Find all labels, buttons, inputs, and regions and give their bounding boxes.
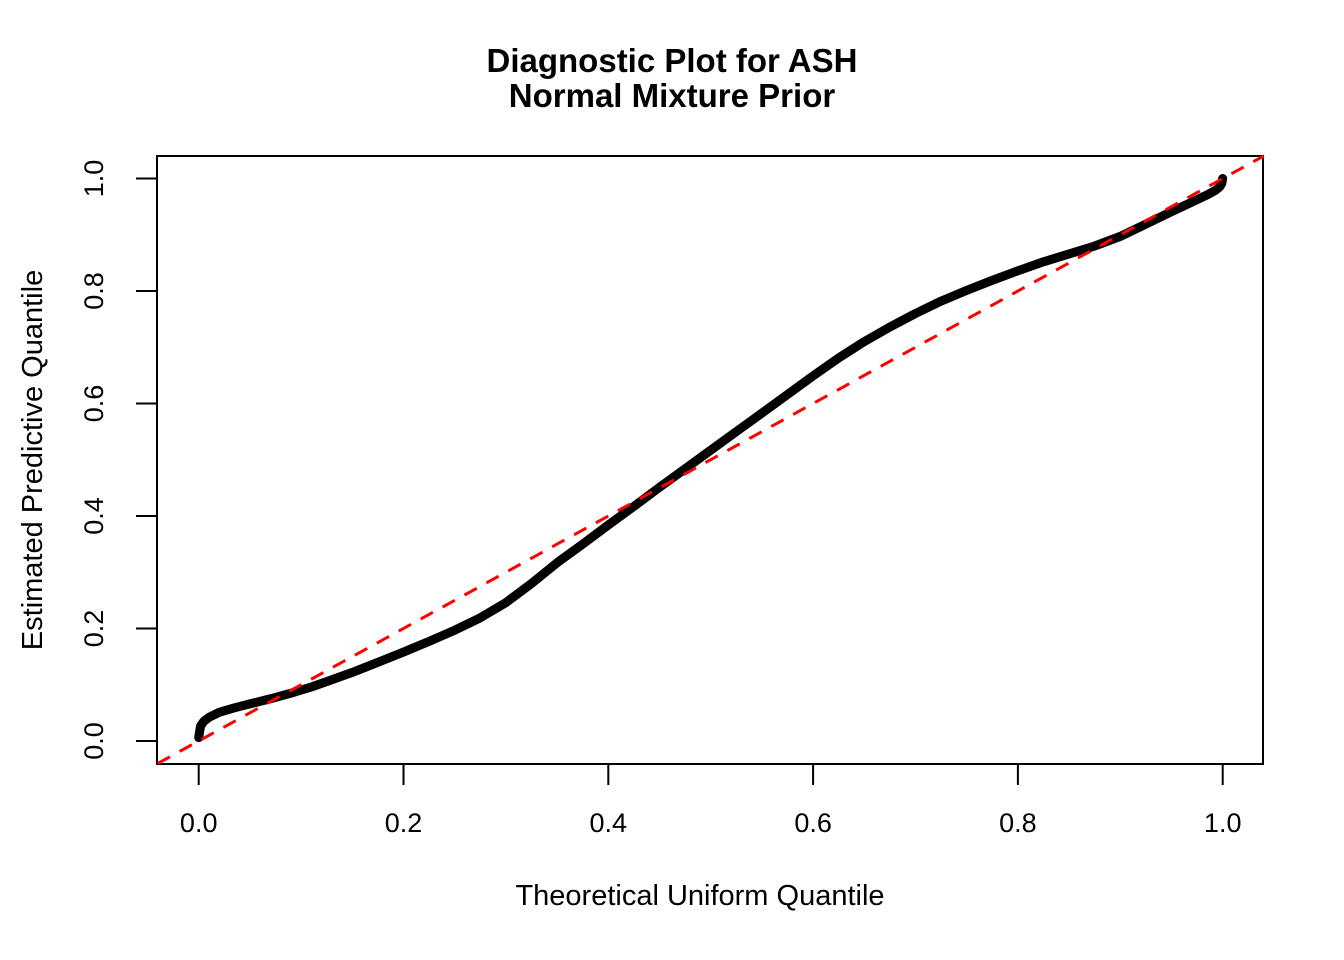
x-tick-label: 0.4 bbox=[590, 808, 628, 838]
y-axis-title: Estimated Predictive Quantile bbox=[17, 270, 49, 650]
y-axis-tick-labels: 0.0 0.2 0.4 0.6 0.8 1.0 bbox=[79, 160, 109, 760]
x-axis-ticks bbox=[197, 765, 1224, 785]
y-tick-label: 1.0 bbox=[79, 160, 109, 198]
y-tick-label: 0.4 bbox=[79, 497, 109, 535]
x-axis-tick-labels: 0.0 0.2 0.4 0.6 0.8 1.0 bbox=[180, 808, 1242, 838]
x-tick-label: 0.0 bbox=[180, 808, 218, 838]
plot-title-line1: Diagnostic Plot for ASH bbox=[487, 42, 858, 79]
y-tick-label: 0.2 bbox=[79, 610, 109, 648]
x-tick-label: 1.0 bbox=[1204, 808, 1242, 838]
x-axis-title: Theoretical Uniform Quantile bbox=[515, 880, 884, 912]
reference-line bbox=[156, 154, 1265, 765]
plot-box bbox=[156, 155, 1264, 765]
plot-title-line2: Normal Mixture Prior bbox=[509, 77, 836, 114]
x-tick-label: 0.6 bbox=[794, 808, 832, 838]
y-tick-label: 0.0 bbox=[79, 722, 109, 760]
y-tick-label: 0.8 bbox=[79, 272, 109, 310]
x-tick-label: 0.8 bbox=[999, 808, 1037, 838]
x-tick-label: 0.2 bbox=[385, 808, 423, 838]
y-axis-ticks bbox=[136, 177, 156, 742]
y-tick-label: 0.6 bbox=[79, 385, 109, 423]
